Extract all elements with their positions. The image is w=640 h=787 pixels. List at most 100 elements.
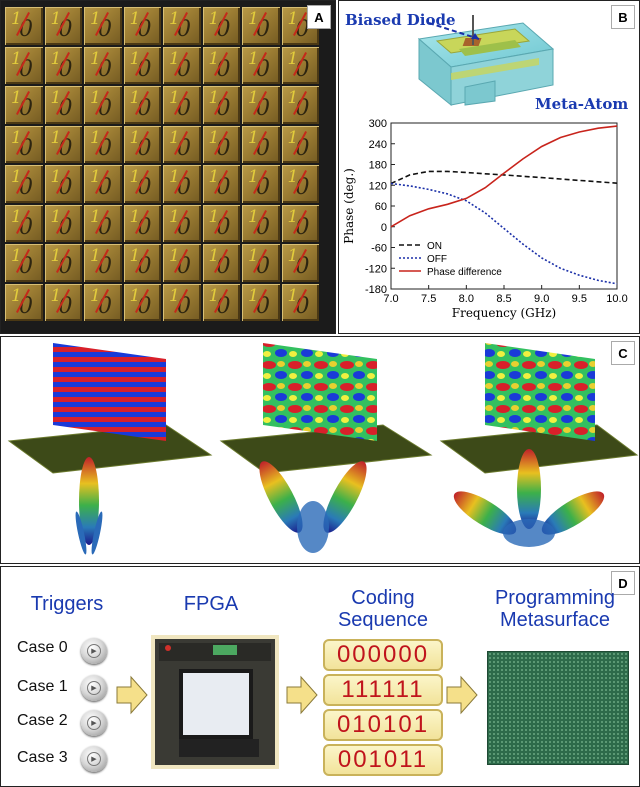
digit-one: 1 bbox=[248, 206, 259, 227]
legend-label: ON bbox=[427, 241, 442, 252]
series-line-1 bbox=[390, 182, 618, 285]
digit-one: 1 bbox=[90, 48, 101, 69]
digit-one: 1 bbox=[208, 285, 220, 306]
series-line-0 bbox=[390, 170, 618, 185]
digit-one: 1 bbox=[169, 48, 180, 69]
digit-one: 1 bbox=[169, 9, 180, 29]
far-field-single-beam bbox=[75, 457, 103, 555]
y-axis-label: Phase (deg.) bbox=[342, 168, 356, 244]
digit-one: 1 bbox=[287, 246, 299, 266]
code-sequence-2: 010101 bbox=[323, 709, 443, 741]
simulation-figure bbox=[7, 343, 639, 555]
digit-one: 1 bbox=[50, 167, 62, 187]
digit-one: 1 bbox=[169, 285, 180, 306]
digit-one: 1 bbox=[11, 9, 22, 29]
digit-one: 1 bbox=[248, 9, 259, 29]
y-tick-label: -60 bbox=[371, 243, 387, 255]
meta-atom-label: Meta-Atom bbox=[535, 95, 628, 113]
digit-one: 1 bbox=[208, 9, 220, 29]
digit-one: 1 bbox=[129, 88, 141, 108]
digit-one: 1 bbox=[248, 285, 259, 306]
digit-one: 1 bbox=[169, 206, 180, 227]
fpga-title: FPGA bbox=[183, 593, 239, 615]
x-tick-label: 8.0 bbox=[459, 293, 474, 305]
digit-one: 1 bbox=[129, 167, 141, 187]
case-0-button[interactable]: ▶ bbox=[81, 638, 107, 664]
digit-one: 1 bbox=[287, 88, 299, 108]
digit-one: 1 bbox=[287, 127, 299, 148]
digit-one: 1 bbox=[11, 206, 22, 227]
far-field-dual-beam bbox=[259, 461, 367, 553]
y-tick-label: 60 bbox=[375, 201, 387, 213]
y-tick-label: 0 bbox=[381, 222, 387, 234]
digit-one: 1 bbox=[50, 285, 62, 306]
y-tick-label: 180 bbox=[369, 160, 387, 172]
digit-one: 1 bbox=[287, 167, 299, 187]
digit-one: 1 bbox=[248, 88, 259, 108]
triggers-title: Triggers bbox=[30, 593, 104, 615]
digit-one: 1 bbox=[11, 48, 22, 69]
code-sequence-1: 111111 bbox=[323, 674, 443, 706]
programming-metasurface-title: Programming Metasurface bbox=[494, 587, 616, 631]
metasurface-photo bbox=[487, 651, 629, 765]
far-field-multi-beam bbox=[453, 449, 605, 547]
digit-one: 1 bbox=[50, 88, 62, 108]
digit-one: 1 bbox=[90, 9, 101, 29]
digit-one: 1 bbox=[90, 167, 101, 187]
y-tick-label: 240 bbox=[369, 139, 387, 151]
digit-one: 1 bbox=[50, 9, 62, 29]
case-3-label: Case 3 bbox=[17, 749, 68, 766]
arrow-right-icon bbox=[116, 675, 148, 715]
y-tick-label: 300 bbox=[369, 118, 387, 130]
x-tick-label: 8.5 bbox=[496, 293, 511, 305]
digit-one: 1 bbox=[50, 246, 62, 266]
meta-atom-model bbox=[417, 15, 555, 107]
digit-one: 1 bbox=[50, 127, 62, 148]
digit-one: 1 bbox=[129, 48, 141, 69]
digit-one: 1 bbox=[287, 48, 299, 69]
digit-one: 1 bbox=[169, 167, 180, 187]
x-tick-label: 7.0 bbox=[383, 293, 398, 305]
arrow-right-icon bbox=[286, 675, 318, 715]
case-2-button[interactable]: ▶ bbox=[81, 710, 107, 736]
digit-one: 1 bbox=[208, 88, 220, 108]
digit-one: 1 bbox=[287, 285, 299, 306]
case-1-button[interactable]: ▶ bbox=[81, 675, 107, 701]
digit-one: 1 bbox=[169, 246, 180, 266]
legend-label: OFF bbox=[427, 254, 447, 265]
digit-one: 1 bbox=[90, 206, 101, 227]
digit-one: 1 bbox=[129, 9, 141, 29]
digit-one: 1 bbox=[208, 167, 220, 187]
near-field-periodic bbox=[219, 343, 433, 474]
y-tick-label: -120 bbox=[365, 263, 387, 275]
case-3-button[interactable]: ▶ bbox=[81, 746, 107, 772]
near-field-coded bbox=[439, 343, 639, 474]
case-1-label: Case 1 bbox=[17, 678, 68, 695]
